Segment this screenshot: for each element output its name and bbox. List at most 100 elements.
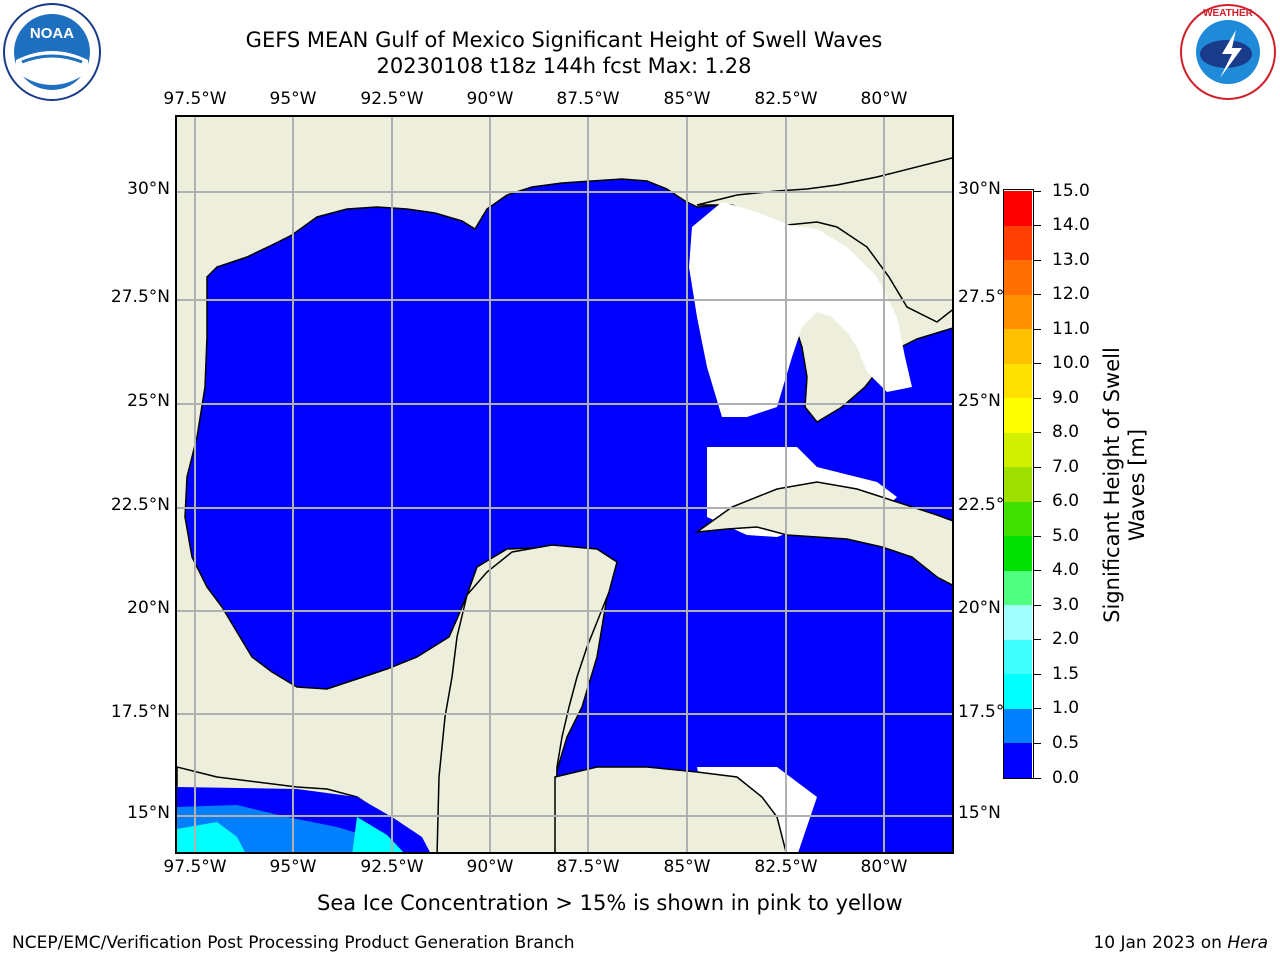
colorbar-tick-mark	[1034, 294, 1041, 296]
generation-date-text: 10 Jan 2023 on	[1093, 933, 1228, 953]
colorbar-tick-mark	[1034, 673, 1041, 675]
colorbar-segment	[1004, 501, 1032, 537]
colorbar-segment	[1004, 742, 1032, 778]
colorbar-segment	[1004, 673, 1032, 709]
colorbar-tick-mark	[1034, 466, 1041, 468]
graticule	[177, 117, 952, 852]
map-title: GEFS MEAN Gulf of Mexico Significant Hei…	[245, 28, 883, 52]
colorbar-tick-mark	[1034, 397, 1041, 399]
colorbar-segment	[1004, 604, 1032, 640]
lon-label-top: 82.5°W	[754, 89, 818, 109]
map-panel	[175, 115, 954, 854]
colorbar-tick-label: 4.0	[1052, 560, 1080, 581]
colorbar-label-line2: Waves [m]	[1125, 428, 1149, 542]
lat-label-left: 30°N	[127, 179, 170, 199]
colorbar-label-line1: Significant Height of Swell	[1100, 347, 1124, 623]
lon-label-top: 90°W	[466, 89, 514, 109]
lat-label-right: 17.5°N	[958, 702, 1018, 722]
colorbar-tick-label: 7.0	[1052, 456, 1080, 477]
colorbar-segment	[1004, 535, 1032, 571]
lon-label-bottom: 92.5°W	[360, 857, 424, 877]
colorbar-segment	[1004, 328, 1032, 364]
colorbar-tick-mark	[1034, 708, 1041, 710]
colorbar-tick-label: 2.0	[1052, 629, 1080, 650]
colorbar	[1003, 189, 1034, 779]
pacific-swell-high	[352, 817, 404, 852]
lon-label-bottom: 87.5°W	[556, 857, 620, 877]
colorbar-segment	[1004, 432, 1032, 468]
lat-label-left: 22.5°N	[110, 495, 170, 515]
map-subtitle: 20230108 t18z 144h fcst Max: 1.28	[376, 54, 752, 78]
colorbar-tick-label: 8.0	[1052, 422, 1080, 443]
lat-label-left: 27.5°N	[110, 287, 170, 307]
svg-text:NOAA: NOAA	[30, 25, 74, 42]
colorbar-tick-label: 5.0	[1052, 525, 1080, 546]
lon-label-top: 85°W	[663, 89, 711, 109]
colorbar-tick-mark	[1034, 535, 1041, 537]
lon-label-top: 97.5°W	[163, 89, 227, 109]
colorbar-tick-label: 12.0	[1052, 284, 1090, 305]
colorbar-tick-label: 3.0	[1052, 594, 1080, 615]
lon-label-bottom: 95°W	[269, 857, 317, 877]
lat-label-left: 20°N	[127, 598, 170, 618]
generation-date: 10 Jan 2023 on Hera	[1093, 933, 1268, 953]
svg-text:WEATHER: WEATHER	[1203, 8, 1254, 19]
colorbar-tick-mark	[1034, 225, 1041, 227]
noaa-logo: NOAA	[3, 3, 101, 101]
lon-label-bottom: 97.5°W	[163, 857, 227, 877]
colorbar-segment	[1004, 570, 1032, 606]
lat-label-right: 15°N	[958, 803, 1001, 823]
producer-credit: NCEP/EMC/Verification Post Processing Pr…	[12, 933, 575, 953]
colorbar-segment	[1004, 397, 1032, 433]
colorbar-label: Significant Height of Swell Waves [m]	[1100, 325, 1160, 645]
colorbar-tick-mark	[1034, 190, 1041, 192]
colorbar-segment	[1004, 639, 1032, 675]
lon-label-bottom: 85°W	[663, 857, 711, 877]
colorbar-segment	[1004, 190, 1032, 226]
colorbar-tick-mark	[1034, 501, 1041, 503]
colorbar-tick-label: 15.0	[1052, 180, 1090, 201]
colorbar-segment	[1004, 363, 1032, 399]
generation-host: Hera	[1227, 933, 1268, 953]
colorbar-tick-label: 0.0	[1052, 767, 1080, 788]
colorbar-tick-mark	[1034, 363, 1041, 365]
colorbar-segment	[1004, 225, 1032, 261]
colorbar-tick-mark	[1034, 432, 1041, 434]
lon-label-top: 95°W	[269, 89, 317, 109]
lat-label-right: 30°N	[958, 179, 1001, 199]
lat-label-right: 20°N	[958, 598, 1001, 618]
colorbar-tick-label: 11.0	[1052, 318, 1090, 339]
colorbar-tick-mark	[1034, 604, 1041, 606]
sea-ice-note: Sea Ice Concentration > 15% is shown in …	[317, 891, 903, 915]
colorbar-tick-mark	[1034, 259, 1041, 261]
lon-label-top: 80°W	[860, 89, 908, 109]
lon-label-top: 87.5°W	[556, 89, 620, 109]
colorbar-segment	[1004, 708, 1032, 744]
lon-label-bottom: 90°W	[466, 857, 514, 877]
lat-label-right: 25°N	[958, 391, 1001, 411]
colorbar-tick-label: 6.0	[1052, 491, 1080, 512]
lat-label-left: 25°N	[127, 391, 170, 411]
lat-label-left: 15°N	[127, 803, 170, 823]
lat-label-left: 17.5°N	[110, 702, 170, 722]
honduras-land	[554, 766, 787, 852]
colorbar-tick-label: 9.0	[1052, 387, 1080, 408]
colorbar-tick-mark	[1034, 777, 1041, 779]
colorbar-tick-label: 14.0	[1052, 215, 1090, 236]
colorbar-tick-label: 1.0	[1052, 698, 1080, 719]
colorbar-segment	[1004, 259, 1032, 295]
map-canvas	[177, 117, 952, 852]
colorbar-tick-mark	[1034, 742, 1041, 744]
lat-label-right: 22.5°N	[958, 495, 1018, 515]
colorbar-segment	[1004, 294, 1032, 330]
colorbar-tick-mark	[1034, 328, 1041, 330]
pacific-swell-high	[177, 822, 245, 852]
colorbar-tick-label: 1.5	[1052, 663, 1080, 684]
nws-logo: WEATHER	[1180, 4, 1276, 100]
missing-data-area	[689, 202, 912, 417]
yucatan-land	[177, 544, 618, 852]
lon-label-top: 92.5°W	[360, 89, 424, 109]
colorbar-tick-label: 13.0	[1052, 249, 1090, 270]
colorbar-segment	[1004, 466, 1032, 502]
